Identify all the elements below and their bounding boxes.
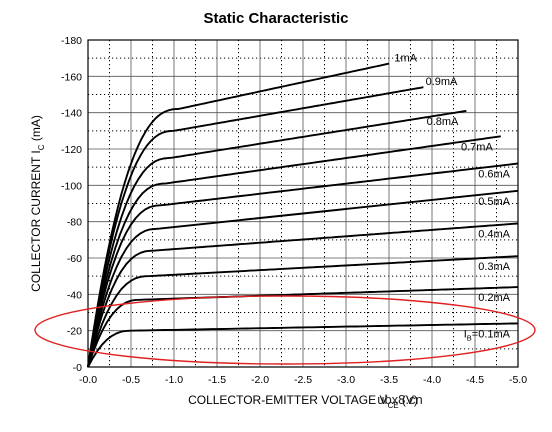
x-tick-label: -2.5 <box>294 374 312 386</box>
x-tick-label: -0.0 <box>79 374 97 386</box>
y-tick-label: -80 <box>67 217 82 229</box>
plot-frame <box>87 39 519 368</box>
x-tick-label: -2.0 <box>251 374 269 386</box>
x-tick-label: -3.0 <box>337 374 355 386</box>
curve-02mA <box>87 286 519 368</box>
curve-label: IB=0.1mA <box>464 328 511 342</box>
y-tick-label: -40 <box>67 289 82 301</box>
curve-label: 0.2mA <box>478 292 510 304</box>
watermark-text: ubx8.cn <box>377 392 423 407</box>
curve-label: 0.8mA <box>427 116 459 128</box>
x-axis-label: COLLECTOR-EMITTER VOLTAGE VCE (V) <box>188 393 418 410</box>
x-tick-label: -3.5 <box>380 374 398 386</box>
curve-05mA <box>87 189 519 368</box>
x-tick-label: -4.0 <box>423 374 441 386</box>
curve-label: 0.7mA <box>461 141 493 153</box>
curve-label: 0.6mA <box>478 169 510 181</box>
chart-title: Static Characteristic <box>203 10 348 27</box>
curve-09mA <box>87 86 424 368</box>
y-tick-label: -100 <box>61 180 82 192</box>
y-axis-label: COLLECTOR CURRENT IC (mA) <box>29 115 46 292</box>
curve-03mA <box>87 255 519 368</box>
y-tick-label: -180 <box>61 35 82 47</box>
curve-label: 0.3mA <box>478 261 510 273</box>
curve-label: 0.9mA <box>426 76 458 88</box>
curve-06mA <box>87 162 519 368</box>
y-tick-label: -120 <box>61 144 82 156</box>
y-tick-label: -20 <box>67 326 82 338</box>
x-tick-label: -1.0 <box>165 374 183 386</box>
x-tick-label: -5.0 <box>509 374 527 386</box>
y-tick-label: -60 <box>67 253 82 265</box>
y-tick-label: -160 <box>61 71 82 83</box>
curve-1mA <box>87 62 390 368</box>
x-tick-label: -1.5 <box>208 374 226 386</box>
curve-I <box>87 322 519 368</box>
x-tick-label: -4.5 <box>466 374 484 386</box>
x-tick-label: -0.5 <box>122 374 140 386</box>
curve-label: 0.5mA <box>478 196 510 208</box>
curve-label: 0.4mA <box>478 228 510 240</box>
curve-08mA <box>87 109 467 368</box>
y-tick-label: -0 <box>73 362 82 374</box>
curve-07mA <box>87 135 501 368</box>
annotation-ellipse <box>34 295 536 365</box>
curve-04mA <box>87 222 519 368</box>
y-tick-label: -140 <box>61 108 82 120</box>
curve-label: 1mA <box>394 53 417 65</box>
